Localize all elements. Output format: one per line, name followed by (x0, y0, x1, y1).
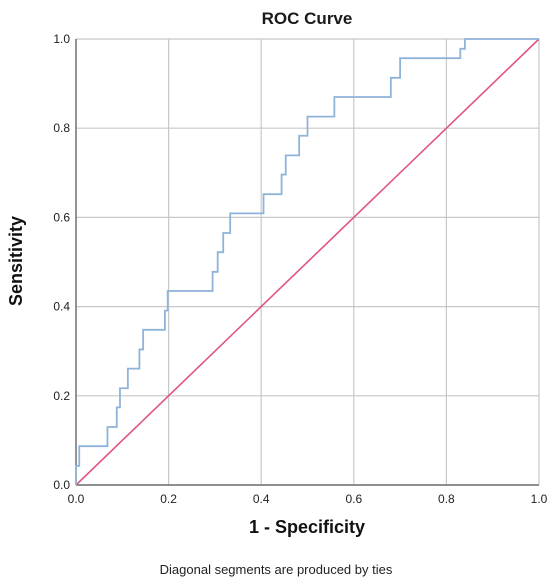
y-tick-label: 1.0 (53, 32, 70, 46)
x-tick-label: 0.6 (345, 492, 362, 506)
roc-curve-line (75, 38, 539, 485)
x-axis-label: 1 - Specificity (249, 517, 365, 537)
x-tick-label: 1.0 (531, 492, 548, 506)
series (75, 38, 540, 486)
gridlines (75, 38, 540, 486)
tick-labels: 0.0 0.2 0.4 0.6 0.8 1.0 0.0 0.2 0.4 0.6 0.8 1.0 (53, 32, 547, 506)
y-tick-label: 0.2 (53, 389, 70, 403)
chart-footnote: Diagonal segments are produced by ties (160, 562, 393, 577)
y-tick-label: 0.0 (53, 478, 70, 492)
x-tick-label: 0.0 (68, 492, 85, 506)
y-axis-label: Sensitivity (6, 216, 26, 306)
chart-title: ROC Curve (262, 9, 353, 28)
x-tick-label: 0.4 (253, 492, 270, 506)
y-tick-label: 0.6 (53, 210, 70, 224)
y-tick-label: 0.4 (53, 300, 70, 314)
axes (75, 39, 539, 486)
x-tick-label: 0.8 (438, 492, 455, 506)
x-tick-label: 0.2 (160, 492, 177, 506)
reference-line (75, 38, 540, 486)
y-tick-label: 0.8 (53, 121, 70, 135)
